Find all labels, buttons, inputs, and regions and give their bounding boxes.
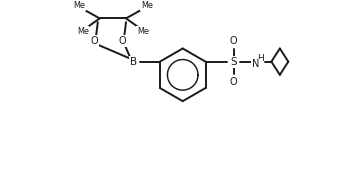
Text: O: O [230, 77, 237, 87]
Text: Me: Me [77, 27, 89, 36]
Text: Me: Me [137, 27, 149, 36]
Text: O: O [90, 36, 98, 46]
Text: B: B [130, 57, 137, 67]
Text: O: O [119, 36, 126, 46]
Text: Me: Me [73, 1, 85, 10]
Text: Me: Me [141, 1, 153, 10]
Text: O: O [230, 36, 237, 46]
Text: S: S [230, 57, 237, 67]
Text: H: H [257, 54, 263, 63]
Text: N: N [252, 60, 259, 69]
